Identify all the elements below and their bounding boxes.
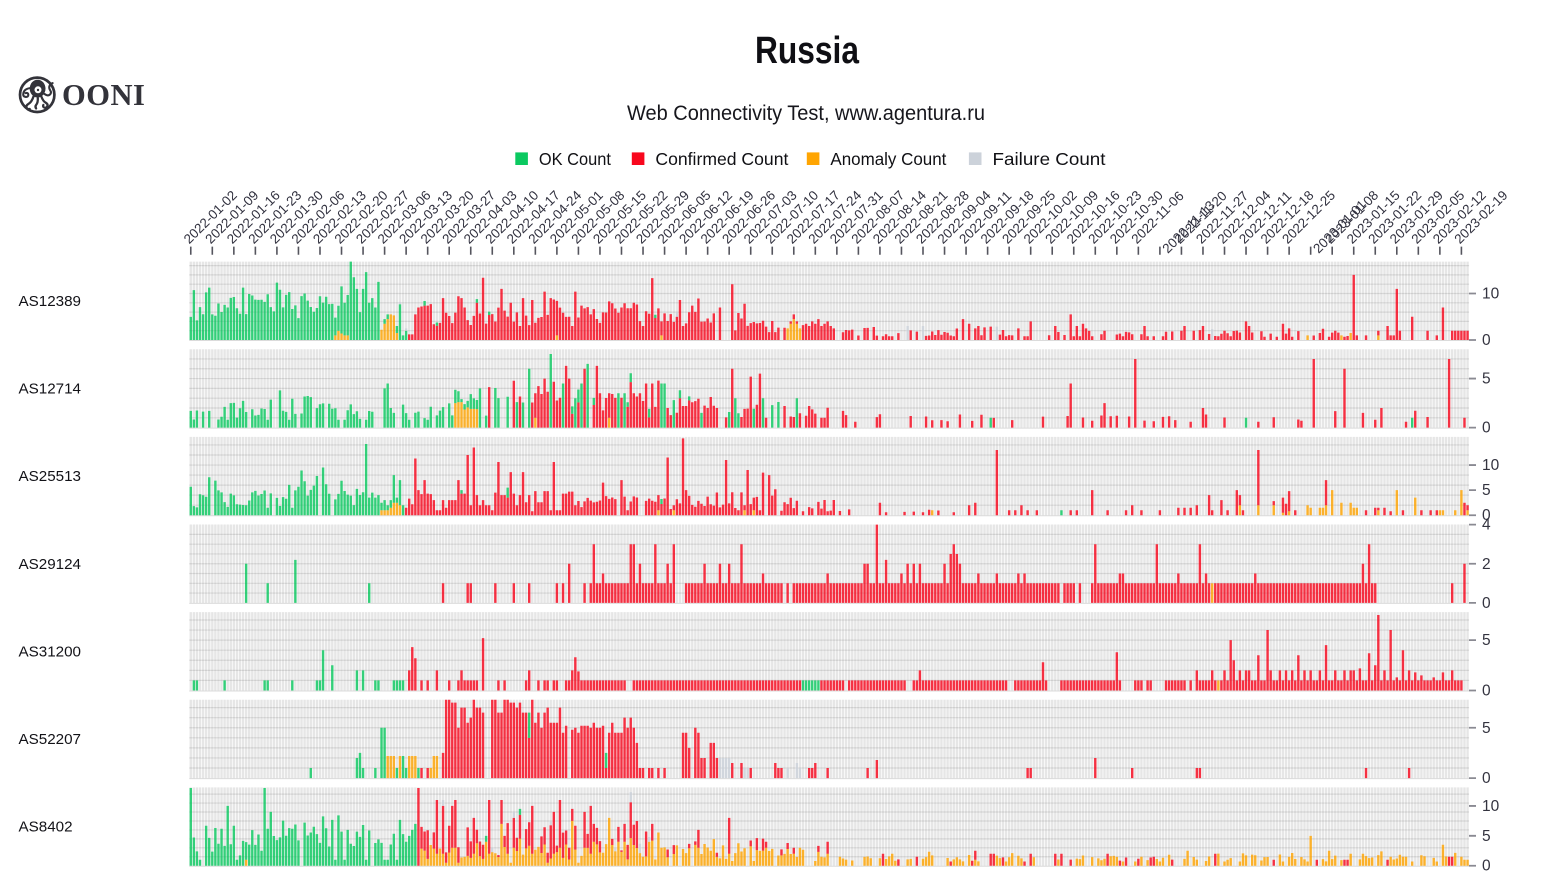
svg-text:Confirmed Count: Confirmed Count <box>655 149 788 169</box>
svg-text:4: 4 <box>1482 517 1491 534</box>
svg-text:0: 0 <box>1482 595 1491 612</box>
svg-text:OONI: OONI <box>62 78 145 112</box>
svg-text:Anomaly Count: Anomaly Count <box>830 149 946 169</box>
svg-text:0: 0 <box>1482 770 1491 787</box>
svg-text:AS52207: AS52207 <box>19 731 82 748</box>
svg-text:AS12714: AS12714 <box>19 381 82 398</box>
svg-text:5: 5 <box>1482 371 1491 388</box>
svg-text:AS12389: AS12389 <box>19 293 82 310</box>
svg-text:0: 0 <box>1482 682 1491 699</box>
svg-text:2: 2 <box>1482 556 1491 573</box>
svg-text:Failure Count: Failure Count <box>993 149 1106 169</box>
svg-text:Russia: Russia <box>755 30 860 72</box>
svg-text:10: 10 <box>1482 457 1500 474</box>
svg-text:AS29124: AS29124 <box>19 556 82 573</box>
svg-text:AS25513: AS25513 <box>19 468 82 485</box>
svg-text:0: 0 <box>1482 332 1491 349</box>
svg-text:0: 0 <box>1482 858 1491 875</box>
svg-text:0: 0 <box>1482 507 1491 524</box>
svg-text:Web Connectivity Test, www.age: Web Connectivity Test, www.agentura.ru <box>627 102 985 125</box>
svg-text:AS8402: AS8402 <box>19 819 73 836</box>
svg-text:0: 0 <box>1482 420 1491 437</box>
svg-text:5: 5 <box>1482 720 1491 737</box>
svg-text:5: 5 <box>1482 482 1491 499</box>
svg-text:10: 10 <box>1482 798 1500 815</box>
svg-text:5: 5 <box>1482 828 1491 845</box>
svg-text:AS31200: AS31200 <box>19 643 82 660</box>
svg-text:OK Count: OK Count <box>539 149 611 169</box>
svg-text:10: 10 <box>1482 286 1500 303</box>
svg-text:5: 5 <box>1482 632 1491 649</box>
